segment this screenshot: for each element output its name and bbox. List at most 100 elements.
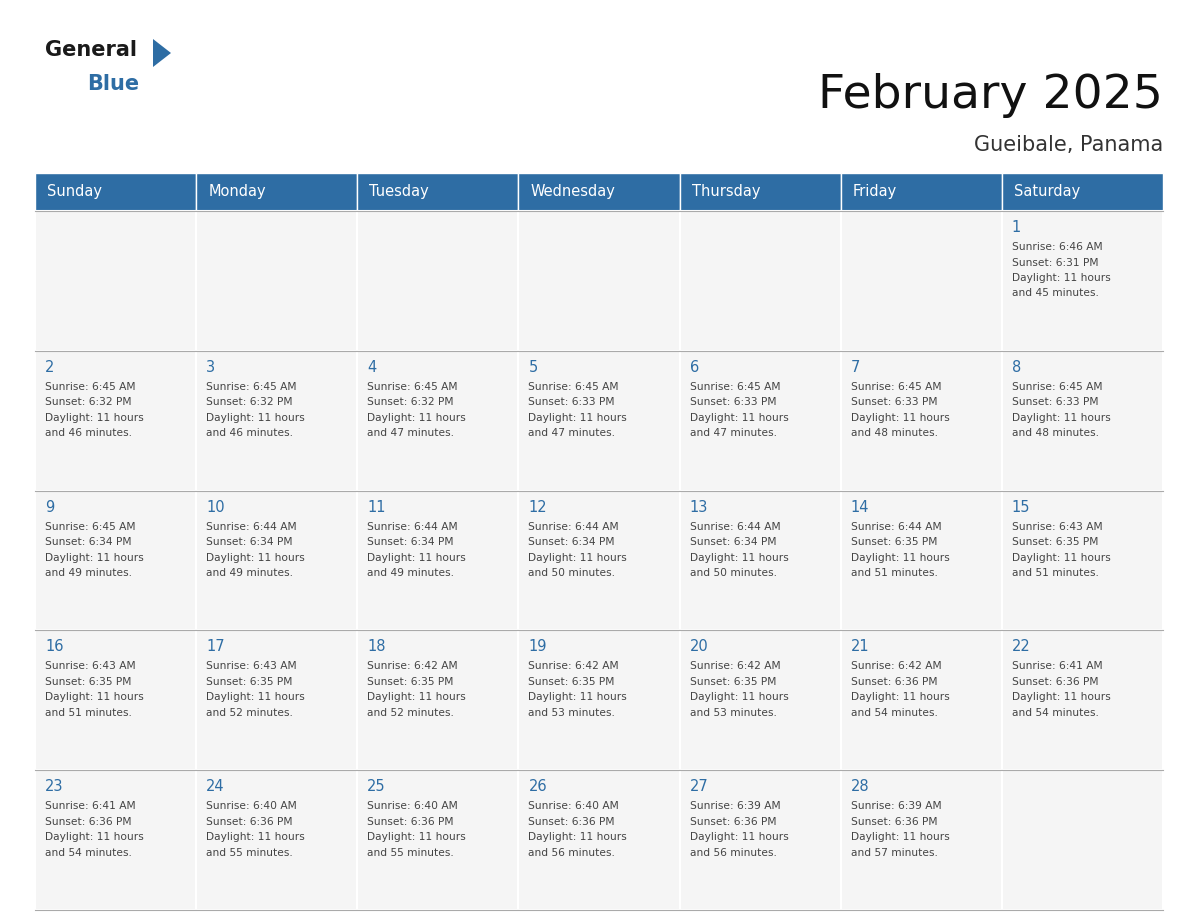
Bar bbox=[196, 211, 358, 351]
Text: Sunset: 6:34 PM: Sunset: 6:34 PM bbox=[45, 537, 132, 547]
Bar bbox=[1001, 351, 1163, 490]
Bar bbox=[196, 490, 358, 631]
Text: Sunrise: 6:45 AM: Sunrise: 6:45 AM bbox=[529, 382, 619, 392]
Bar bbox=[34, 211, 196, 351]
Text: Sunrise: 6:43 AM: Sunrise: 6:43 AM bbox=[207, 661, 297, 671]
Text: and 51 minutes.: and 51 minutes. bbox=[851, 568, 937, 578]
Bar bbox=[841, 631, 1001, 770]
Text: Daylight: 11 hours: Daylight: 11 hours bbox=[45, 692, 144, 702]
Text: and 48 minutes.: and 48 minutes. bbox=[851, 429, 937, 438]
Text: Sunset: 6:34 PM: Sunset: 6:34 PM bbox=[529, 537, 615, 547]
Text: Daylight: 11 hours: Daylight: 11 hours bbox=[207, 833, 305, 842]
Text: and 52 minutes.: and 52 minutes. bbox=[207, 708, 293, 718]
Bar bbox=[680, 770, 841, 910]
Text: Daylight: 11 hours: Daylight: 11 hours bbox=[689, 413, 789, 423]
Text: and 55 minutes.: and 55 minutes. bbox=[207, 847, 293, 857]
Polygon shape bbox=[153, 39, 171, 67]
Text: 16: 16 bbox=[45, 640, 63, 655]
Text: and 47 minutes.: and 47 minutes. bbox=[367, 429, 454, 438]
Bar bbox=[196, 770, 358, 910]
Text: and 46 minutes.: and 46 minutes. bbox=[45, 429, 132, 438]
Text: Daylight: 11 hours: Daylight: 11 hours bbox=[207, 413, 305, 423]
Text: Sunset: 6:33 PM: Sunset: 6:33 PM bbox=[529, 397, 615, 408]
Text: Sunset: 6:33 PM: Sunset: 6:33 PM bbox=[1012, 397, 1099, 408]
Bar bbox=[34, 490, 196, 631]
Text: Sunrise: 6:44 AM: Sunrise: 6:44 AM bbox=[689, 521, 781, 532]
Text: Sunset: 6:36 PM: Sunset: 6:36 PM bbox=[689, 817, 776, 827]
Text: Blue: Blue bbox=[87, 74, 139, 94]
Text: 6: 6 bbox=[689, 360, 699, 375]
Bar bbox=[196, 351, 358, 490]
Text: Daylight: 11 hours: Daylight: 11 hours bbox=[529, 833, 627, 842]
Bar bbox=[518, 490, 680, 631]
Text: and 54 minutes.: and 54 minutes. bbox=[1012, 708, 1099, 718]
Text: Sunrise: 6:41 AM: Sunrise: 6:41 AM bbox=[45, 801, 135, 812]
Bar bbox=[358, 211, 518, 351]
Text: Sunset: 6:36 PM: Sunset: 6:36 PM bbox=[529, 817, 615, 827]
Text: Daylight: 11 hours: Daylight: 11 hours bbox=[689, 692, 789, 702]
Bar bbox=[1001, 631, 1163, 770]
Bar bbox=[1001, 490, 1163, 631]
Text: and 53 minutes.: and 53 minutes. bbox=[689, 708, 777, 718]
Text: Sunrise: 6:41 AM: Sunrise: 6:41 AM bbox=[1012, 661, 1102, 671]
Text: Daylight: 11 hours: Daylight: 11 hours bbox=[207, 692, 305, 702]
Text: Sunrise: 6:44 AM: Sunrise: 6:44 AM bbox=[851, 521, 941, 532]
Text: Gueibale, Panama: Gueibale, Panama bbox=[974, 135, 1163, 155]
Text: Sunset: 6:35 PM: Sunset: 6:35 PM bbox=[529, 677, 615, 687]
Text: 13: 13 bbox=[689, 499, 708, 515]
Bar bbox=[358, 351, 518, 490]
Text: and 57 minutes.: and 57 minutes. bbox=[851, 847, 937, 857]
Text: and 49 minutes.: and 49 minutes. bbox=[367, 568, 454, 578]
Bar bbox=[680, 211, 841, 351]
Text: Monday: Monday bbox=[208, 185, 266, 199]
Text: Sunrise: 6:46 AM: Sunrise: 6:46 AM bbox=[1012, 242, 1102, 252]
Text: Daylight: 11 hours: Daylight: 11 hours bbox=[529, 553, 627, 563]
Text: Sunrise: 6:43 AM: Sunrise: 6:43 AM bbox=[1012, 521, 1102, 532]
Text: Sunrise: 6:40 AM: Sunrise: 6:40 AM bbox=[367, 801, 459, 812]
Text: Sunrise: 6:45 AM: Sunrise: 6:45 AM bbox=[1012, 382, 1102, 392]
Bar bbox=[34, 351, 196, 490]
Text: Sunset: 6:35 PM: Sunset: 6:35 PM bbox=[45, 677, 132, 687]
Text: Sunrise: 6:42 AM: Sunrise: 6:42 AM bbox=[851, 661, 941, 671]
Text: Sunset: 6:33 PM: Sunset: 6:33 PM bbox=[851, 397, 937, 408]
Text: 15: 15 bbox=[1012, 499, 1030, 515]
Text: Sunset: 6:34 PM: Sunset: 6:34 PM bbox=[207, 537, 292, 547]
Bar bbox=[34, 173, 196, 211]
Bar bbox=[841, 173, 1001, 211]
Text: 8: 8 bbox=[1012, 360, 1022, 375]
Bar bbox=[841, 770, 1001, 910]
Text: Wednesday: Wednesday bbox=[530, 185, 615, 199]
Text: Daylight: 11 hours: Daylight: 11 hours bbox=[689, 553, 789, 563]
Text: Daylight: 11 hours: Daylight: 11 hours bbox=[1012, 273, 1111, 283]
Text: Sunset: 6:36 PM: Sunset: 6:36 PM bbox=[1012, 677, 1099, 687]
Text: 27: 27 bbox=[689, 779, 708, 794]
Text: Sunrise: 6:44 AM: Sunrise: 6:44 AM bbox=[207, 521, 297, 532]
Text: Sunset: 6:35 PM: Sunset: 6:35 PM bbox=[851, 537, 937, 547]
Text: Sunset: 6:34 PM: Sunset: 6:34 PM bbox=[689, 537, 776, 547]
Text: 23: 23 bbox=[45, 779, 63, 794]
Text: 14: 14 bbox=[851, 499, 870, 515]
Text: February 2025: February 2025 bbox=[819, 73, 1163, 118]
Text: Sunrise: 6:45 AM: Sunrise: 6:45 AM bbox=[45, 521, 135, 532]
Bar bbox=[34, 770, 196, 910]
Text: 4: 4 bbox=[367, 360, 377, 375]
Bar bbox=[841, 490, 1001, 631]
Bar bbox=[358, 173, 518, 211]
Text: Sunset: 6:33 PM: Sunset: 6:33 PM bbox=[689, 397, 776, 408]
Text: Sunset: 6:31 PM: Sunset: 6:31 PM bbox=[1012, 258, 1099, 267]
Text: Daylight: 11 hours: Daylight: 11 hours bbox=[1012, 692, 1111, 702]
Text: 28: 28 bbox=[851, 779, 870, 794]
Text: 5: 5 bbox=[529, 360, 538, 375]
Text: 1: 1 bbox=[1012, 220, 1022, 235]
Text: and 55 minutes.: and 55 minutes. bbox=[367, 847, 454, 857]
Text: Sunset: 6:32 PM: Sunset: 6:32 PM bbox=[367, 397, 454, 408]
Text: and 54 minutes.: and 54 minutes. bbox=[45, 847, 132, 857]
Bar bbox=[518, 631, 680, 770]
Text: and 45 minutes.: and 45 minutes. bbox=[1012, 288, 1099, 298]
Text: Sunset: 6:34 PM: Sunset: 6:34 PM bbox=[367, 537, 454, 547]
Bar bbox=[841, 351, 1001, 490]
Text: and 50 minutes.: and 50 minutes. bbox=[529, 568, 615, 578]
Bar bbox=[1001, 173, 1163, 211]
Text: Sunset: 6:32 PM: Sunset: 6:32 PM bbox=[45, 397, 132, 408]
Text: Sunrise: 6:45 AM: Sunrise: 6:45 AM bbox=[367, 382, 457, 392]
